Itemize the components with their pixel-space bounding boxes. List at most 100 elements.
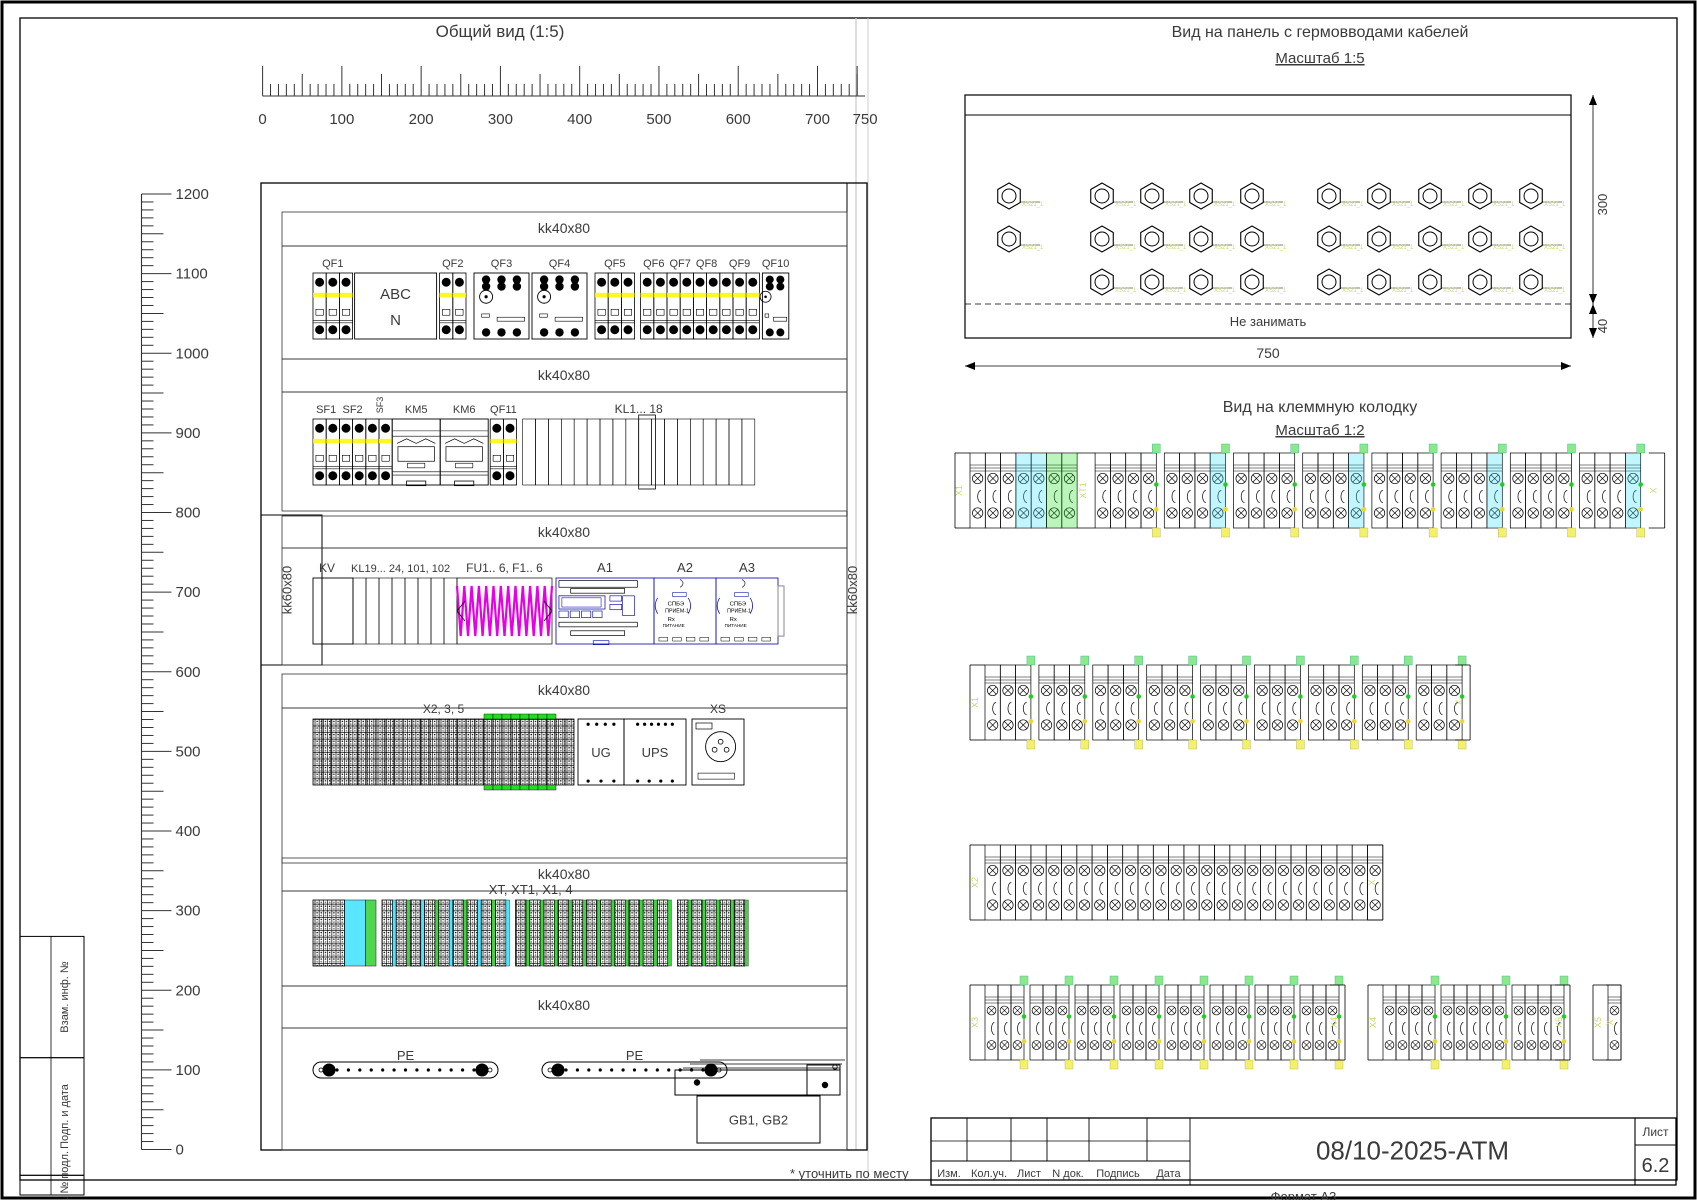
svg-text:XT1: XT1 <box>1078 482 1088 499</box>
svg-text:Кол.уч.: Кол.уч. <box>971 1168 1007 1180</box>
svg-text:XS21_1: XS21_1 <box>1544 202 1566 208</box>
svg-text:08/10-2025-АТМ: 08/10-2025-АТМ <box>1316 1136 1509 1166</box>
svg-text:800: 800 <box>176 505 201 522</box>
svg-text:300: 300 <box>176 903 201 920</box>
svg-text:A1: A1 <box>597 560 613 575</box>
svg-text:1000: 1000 <box>176 345 209 362</box>
svg-text:XS21_1: XS21_1 <box>1214 288 1236 294</box>
svg-text:400: 400 <box>176 823 201 840</box>
svg-text:XS21_1: XS21_1 <box>1392 202 1414 208</box>
svg-text:XS21_1: XS21_1 <box>1165 202 1187 208</box>
svg-text:X1: X1 <box>954 485 964 496</box>
svg-text:X: X <box>1367 879 1377 885</box>
svg-text:QF10: QF10 <box>762 258 790 270</box>
svg-text:X: X <box>1454 699 1464 705</box>
svg-text:X1: X1 <box>970 697 980 708</box>
svg-text:kk40x80: kk40x80 <box>538 997 590 1013</box>
svg-text:QF9: QF9 <box>729 258 750 270</box>
svg-text:ПРИЁМ-1: ПРИЁМ-1 <box>727 607 751 614</box>
svg-text:40: 40 <box>1595 319 1610 333</box>
svg-text:XT, XT1, X1, 4: XT, XT1, X1, 4 <box>489 882 573 897</box>
svg-text:kk40x80: kk40x80 <box>538 367 590 383</box>
svg-text:XS21_1: XS21_1 <box>1115 202 1137 208</box>
svg-text:Инв. № подл.: Инв. № подл. <box>59 1151 71 1200</box>
svg-text:XS21_1: XS21_1 <box>1265 245 1287 251</box>
svg-text:kk40x80: kk40x80 <box>538 524 590 540</box>
svg-text:QF1: QF1 <box>322 258 343 270</box>
svg-text:X2: X2 <box>970 877 980 888</box>
svg-text:QF7: QF7 <box>669 258 690 270</box>
svg-text:ABC: ABC <box>380 286 411 303</box>
svg-text:XS21_1: XS21_1 <box>1265 202 1287 208</box>
svg-text:300: 300 <box>1595 194 1610 216</box>
svg-text:200: 200 <box>176 982 201 999</box>
svg-text:N док.: N док. <box>1052 1168 1083 1180</box>
svg-text:750: 750 <box>1256 345 1280 361</box>
svg-text:XS: XS <box>710 702 726 716</box>
svg-text:1200: 1200 <box>176 186 209 203</box>
svg-text:QF2: QF2 <box>442 258 463 270</box>
svg-text:QF3: QF3 <box>491 258 512 270</box>
svg-text:SF3: SF3 <box>375 397 385 414</box>
svg-text:Подп. и дата: Подп. и дата <box>59 1083 71 1149</box>
svg-text:Дата: Дата <box>1156 1168 1181 1180</box>
svg-text:750: 750 <box>853 111 878 128</box>
svg-text:700: 700 <box>805 111 830 128</box>
svg-text:600: 600 <box>726 111 751 128</box>
svg-text:QF6: QF6 <box>643 258 664 270</box>
svg-text:PE: PE <box>397 1048 415 1063</box>
svg-text:QF8: QF8 <box>696 258 717 270</box>
svg-text:100: 100 <box>176 1062 201 1079</box>
svg-text:Не занимать: Не занимать <box>1230 314 1307 329</box>
svg-text:Лист: Лист <box>1017 1168 1041 1180</box>
svg-text:XS21_1: XS21_1 <box>1342 245 1364 251</box>
svg-text:400: 400 <box>567 111 592 128</box>
svg-text:Общий вид (1:5): Общий вид (1:5) <box>436 22 565 41</box>
svg-text:XS21_1: XS21_1 <box>1022 245 1044 251</box>
svg-text:SF2: SF2 <box>343 404 363 416</box>
svg-text:UPS: UPS <box>642 745 669 760</box>
svg-text:600: 600 <box>176 664 201 681</box>
svg-text:XS21_1: XS21_1 <box>1544 288 1566 294</box>
svg-text:GB1, GB2: GB1, GB2 <box>729 1113 788 1128</box>
svg-text:X5: X5 <box>1554 1017 1564 1028</box>
svg-text:XS21_1: XS21_1 <box>1115 288 1137 294</box>
svg-text:XS21_1: XS21_1 <box>1443 202 1465 208</box>
svg-text:XS21_1: XS21_1 <box>1165 288 1187 294</box>
svg-text:0: 0 <box>258 111 266 128</box>
svg-text:XS21_1: XS21_1 <box>1493 288 1515 294</box>
svg-text:Масштаб 1:2: Масштаб 1:2 <box>1275 422 1364 439</box>
svg-text:500: 500 <box>646 111 671 128</box>
svg-text:900: 900 <box>176 425 201 442</box>
svg-text:N: N <box>390 312 401 329</box>
svg-text:X2, 3, 5: X2, 3, 5 <box>423 702 465 716</box>
svg-text:XS21_1: XS21_1 <box>1493 245 1515 251</box>
svg-text:100: 100 <box>329 111 354 128</box>
svg-text:XS21_1: XS21_1 <box>1214 245 1236 251</box>
svg-text:UG: UG <box>591 745 611 760</box>
svg-text:XS21_1: XS21_1 <box>1265 288 1287 294</box>
svg-text:KM5: KM5 <box>405 404 428 416</box>
svg-text:X4: X4 <box>1329 1017 1339 1028</box>
svg-text:XS21_1: XS21_1 <box>1214 202 1236 208</box>
svg-text:200: 200 <box>409 111 434 128</box>
svg-text:6.2: 6.2 <box>1642 1155 1670 1177</box>
svg-text:KM6: KM6 <box>453 404 476 416</box>
svg-text:XS21_1: XS21_1 <box>1115 245 1137 251</box>
svg-text:XS21_1: XS21_1 <box>1493 202 1515 208</box>
svg-text:A2: A2 <box>677 560 693 575</box>
svg-text:XS21_1: XS21_1 <box>1544 245 1566 251</box>
svg-text:KL1... 18: KL1... 18 <box>615 402 663 416</box>
svg-text:KL19... 24, 101, 102: KL19... 24, 101, 102 <box>351 563 450 575</box>
svg-text:kk40x80: kk40x80 <box>538 866 590 882</box>
svg-text:SF1: SF1 <box>316 404 336 416</box>
svg-text:FU1.. 6, F1.. 6: FU1.. 6, F1.. 6 <box>466 561 543 575</box>
svg-text:XS21_1: XS21_1 <box>1342 202 1364 208</box>
svg-text:Взам. инф. №: Взам. инф. № <box>59 961 71 1033</box>
svg-text:700: 700 <box>176 584 201 601</box>
svg-text:XS21_1: XS21_1 <box>1165 245 1187 251</box>
svg-text:X5: X5 <box>1593 1017 1603 1028</box>
svg-text:kk40x80: kk40x80 <box>538 682 590 698</box>
svg-text:СПБЭ: СПБЭ <box>730 602 747 608</box>
svg-text:ПРИЁМ-1: ПРИЁМ-1 <box>665 607 689 614</box>
